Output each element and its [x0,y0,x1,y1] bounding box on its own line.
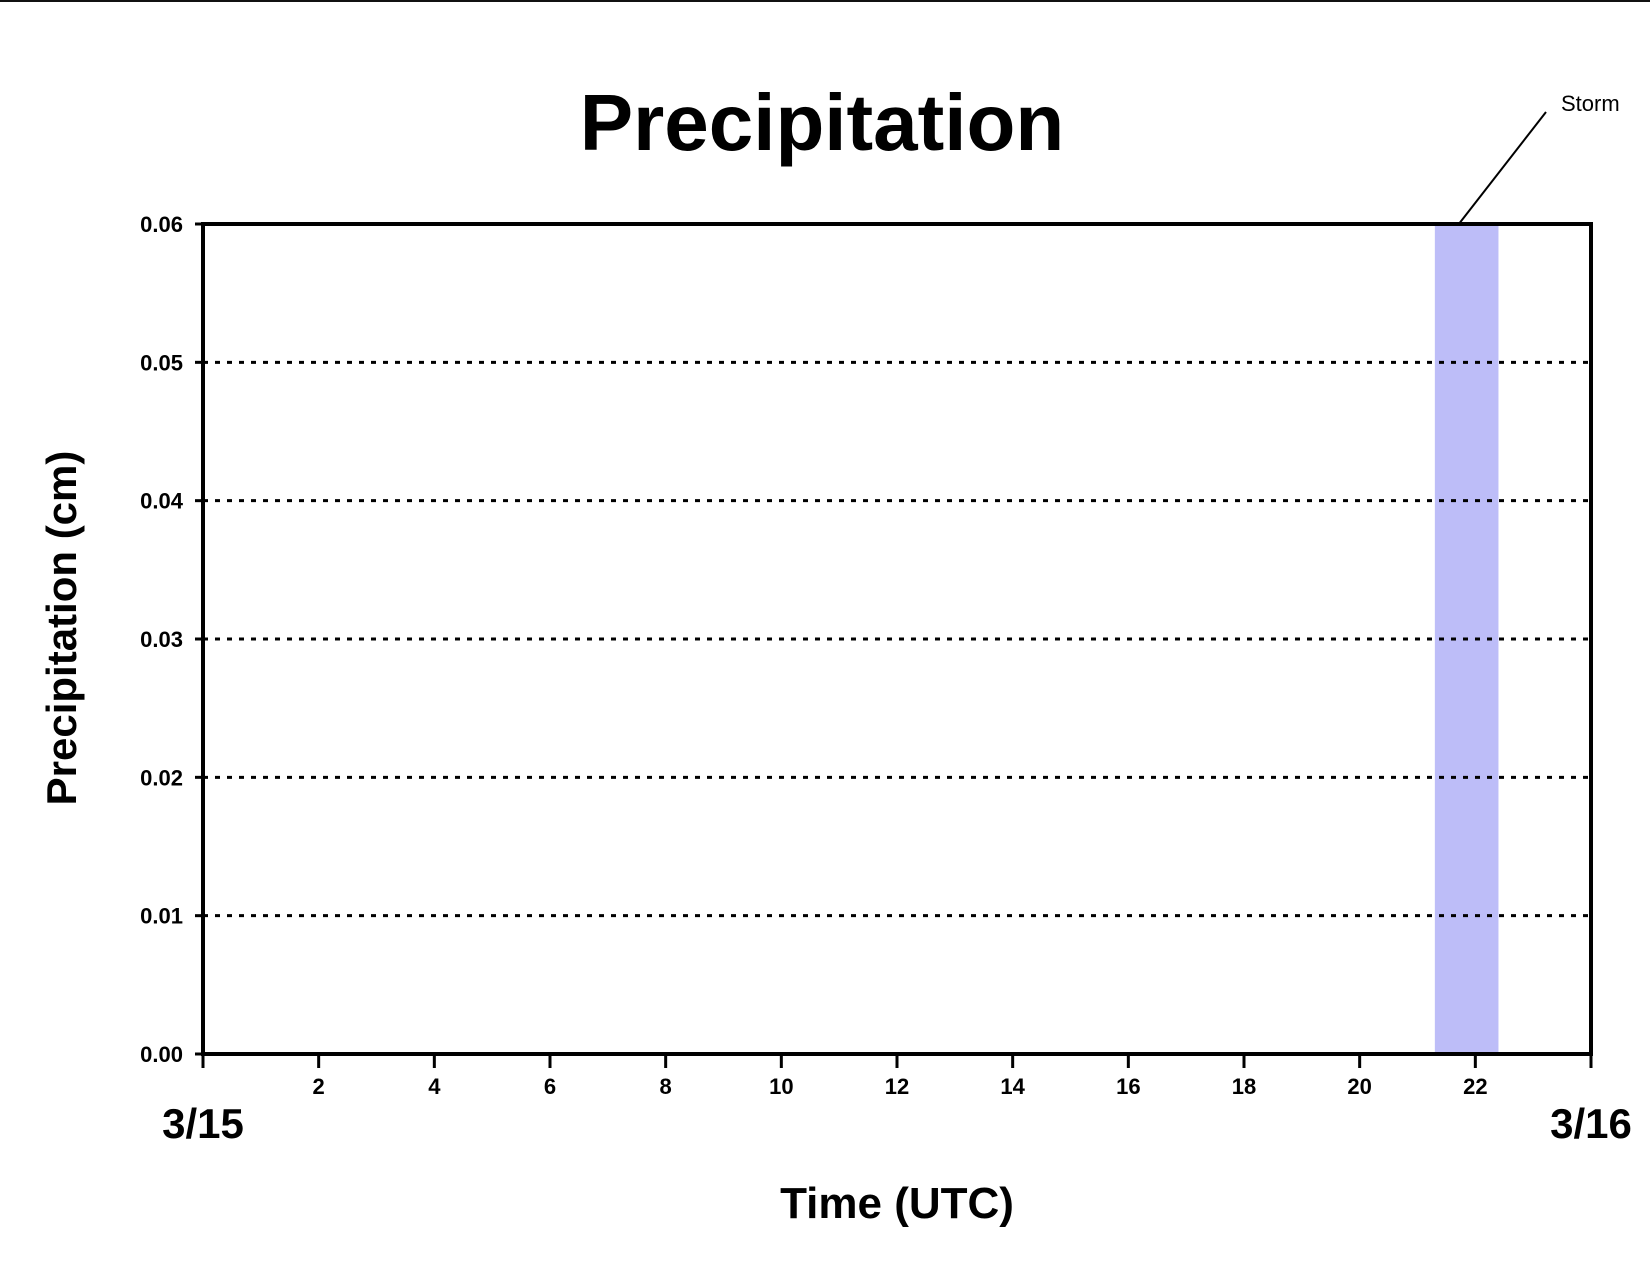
x-tick-label: 20 [1347,1074,1371,1099]
x-tick-label: 22 [1463,1074,1487,1099]
y-tick-label: 0.04 [140,489,184,514]
top-border-rule [0,0,1650,2]
x-tick-label: 8 [660,1074,672,1099]
y-tick-label: 0.06 [140,212,183,237]
storm-annotation-line [1458,111,1547,225]
storm-annotation-label: Storm [1561,91,1620,116]
date-label: 3/16 [1550,1100,1632,1147]
y-tick-label: 0.01 [140,904,183,929]
date-label: 3/15 [162,1100,244,1147]
y-tick-label: 0.03 [140,627,183,652]
y-tick-label: 0.05 [140,350,183,375]
x-tick-label: 16 [1116,1074,1140,1099]
y-tick-label: 0.02 [140,765,183,790]
x-tick-label: 18 [1232,1074,1256,1099]
x-tick-label: 10 [769,1074,793,1099]
x-tick-label: 6 [544,1074,556,1099]
plot-area: 0.00 0.01 0.02 0.03 0.04 0.05 0.06 2 4 6 8 10 12 14 16… [140,91,1632,1147]
chart-title: Precipitation [580,78,1065,167]
x-tick-label: 2 [313,1074,325,1099]
x-axis-label: Time (UTC) [780,1179,1014,1228]
x-tick-label: 4 [428,1074,441,1099]
x-tick-label: 14 [1000,1074,1025,1099]
y-tick-label: 0.00 [140,1042,183,1067]
x-tick-label: 12 [885,1074,909,1099]
y-axis-label: Precipitation (cm) [38,451,85,806]
